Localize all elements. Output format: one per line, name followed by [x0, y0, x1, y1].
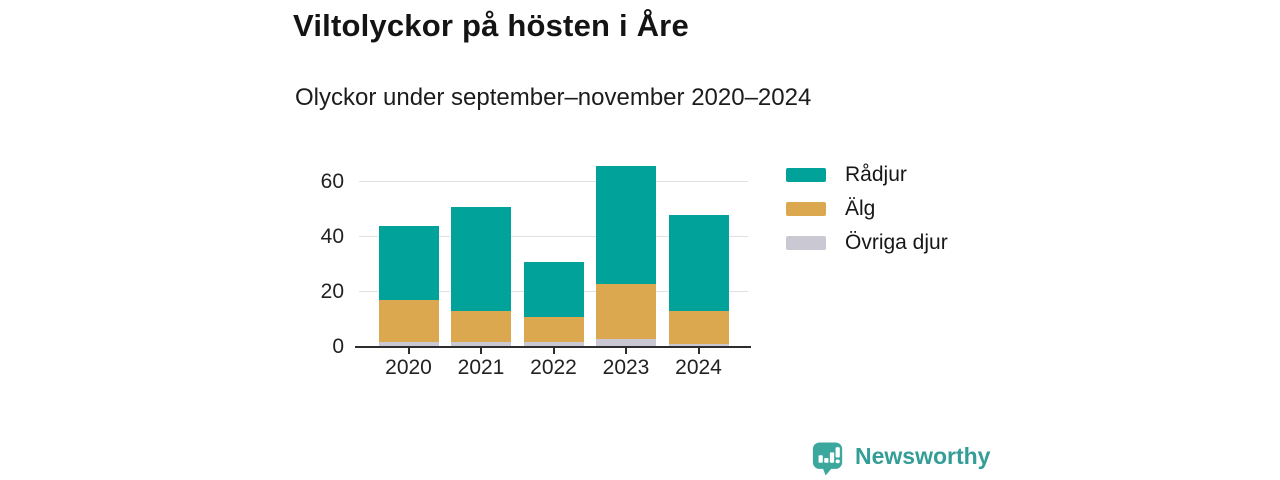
bar-segment-2020 [378, 300, 439, 342]
x-axis: 2020 2021 2022 2023 2024 [357, 356, 748, 384]
y-axis: 0 20 40 60 [0, 155, 344, 358]
legend: Rådjur Älg Övriga djur [786, 163, 948, 265]
bar-segment-2024 [668, 215, 729, 312]
newsworthy-logo-icon [812, 442, 843, 476]
x-axis-tick [697, 348, 700, 354]
legend-item: Övriga djur [786, 231, 948, 255]
x-axis-tick [552, 348, 555, 354]
legend-item: Rådjur [786, 163, 948, 187]
y-axis-tick-label: 20 [320, 280, 344, 304]
legend-item: Älg [786, 197, 948, 221]
bar-segment-2023 [596, 283, 656, 339]
x-axis-tick-label: 2024 [675, 356, 722, 379]
x-axis-tick [480, 348, 482, 354]
x-axis-tick-label: 2022 [530, 356, 577, 379]
brand-footer[interactable]: Newsworthy [811, 440, 990, 477]
y-axis-tick-label: 0 [332, 335, 344, 358]
bar-segment-2022 [523, 341, 584, 347]
bar-segment-2021 [451, 311, 511, 342]
legend-swatch [786, 168, 826, 182]
plot-area [357, 155, 748, 347]
legend-label: Älg [845, 197, 876, 220]
x-axis-tick [625, 348, 627, 354]
chart-subtitle: Olyckor under september–november 2020–20… [295, 84, 812, 111]
legend-swatch [786, 236, 826, 250]
bar-segment-2023 [596, 338, 656, 347]
x-axis-line [355, 345, 751, 348]
bar-segment-2021 [451, 207, 511, 312]
legend-label: Övriga djur [845, 231, 948, 254]
y-axis-tick-label: 60 [320, 170, 344, 194]
y-axis-tick-label: 40 [320, 225, 344, 249]
bar-segment-2023 [596, 165, 656, 284]
legend-swatch [786, 202, 826, 216]
x-axis-tick-label: 2020 [385, 356, 432, 379]
legend-label: Rådjur [845, 163, 907, 186]
x-axis-tick-label: 2023 [602, 356, 650, 379]
bar-segment-2022 [523, 262, 584, 317]
bar-segment-2020 [378, 341, 439, 347]
gridline-40 [359, 236, 748, 238]
bar-segment-2021 [451, 341, 511, 347]
bar-segment-2022 [523, 316, 584, 342]
gridline-60 [359, 181, 748, 183]
x-axis-tick-label: 2021 [457, 356, 505, 379]
chart-title: Viltolyckor på hösten i Åre [293, 8, 689, 43]
bar-segment-2024 [668, 311, 729, 345]
x-axis-tick [407, 348, 410, 354]
brand-name: Newsworthy [855, 443, 991, 469]
bar-segment-2020 [378, 226, 439, 301]
